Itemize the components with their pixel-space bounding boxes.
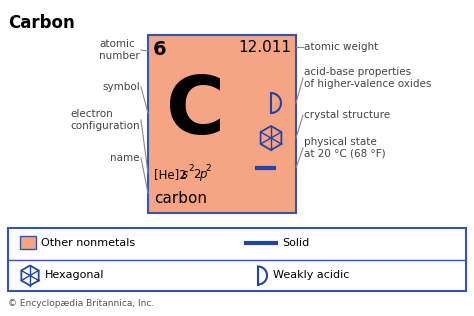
Text: [He]2: [He]2 (154, 168, 187, 181)
Text: 6: 6 (153, 40, 167, 59)
Text: carbon: carbon (154, 191, 207, 206)
Text: electron
configuration: electron configuration (70, 109, 140, 131)
Text: 12.011: 12.011 (238, 40, 291, 55)
Text: © Encyclopædia Britannica, Inc.: © Encyclopædia Britannica, Inc. (8, 299, 154, 308)
Text: 2: 2 (206, 164, 211, 173)
Text: symbol: symbol (102, 82, 140, 92)
Text: p: p (199, 168, 207, 181)
Bar (8, 228, 466, 291)
Text: Solid: Solid (282, 238, 309, 247)
Text: Carbon: Carbon (8, 14, 75, 32)
Text: Hexagonal: Hexagonal (45, 270, 104, 281)
Text: C: C (166, 73, 225, 151)
Text: atomic
number: atomic number (99, 39, 140, 61)
Text: 2: 2 (193, 168, 201, 181)
Text: s: s (182, 168, 188, 181)
Text: acid-base properties
of higher-valence oxides: acid-base properties of higher-valence o… (304, 67, 431, 89)
Text: 2: 2 (189, 164, 194, 173)
Text: Other nonmetals: Other nonmetals (41, 238, 135, 247)
Text: Weakly acidic: Weakly acidic (273, 270, 349, 281)
Text: crystal structure: crystal structure (304, 110, 390, 120)
Text: atomic weight: atomic weight (304, 42, 378, 52)
Text: physical state
at 20 °C (68 °F): physical state at 20 °C (68 °F) (304, 137, 386, 159)
Text: name: name (110, 153, 140, 163)
Bar (148, 35, 296, 213)
Bar (20, 236, 36, 249)
